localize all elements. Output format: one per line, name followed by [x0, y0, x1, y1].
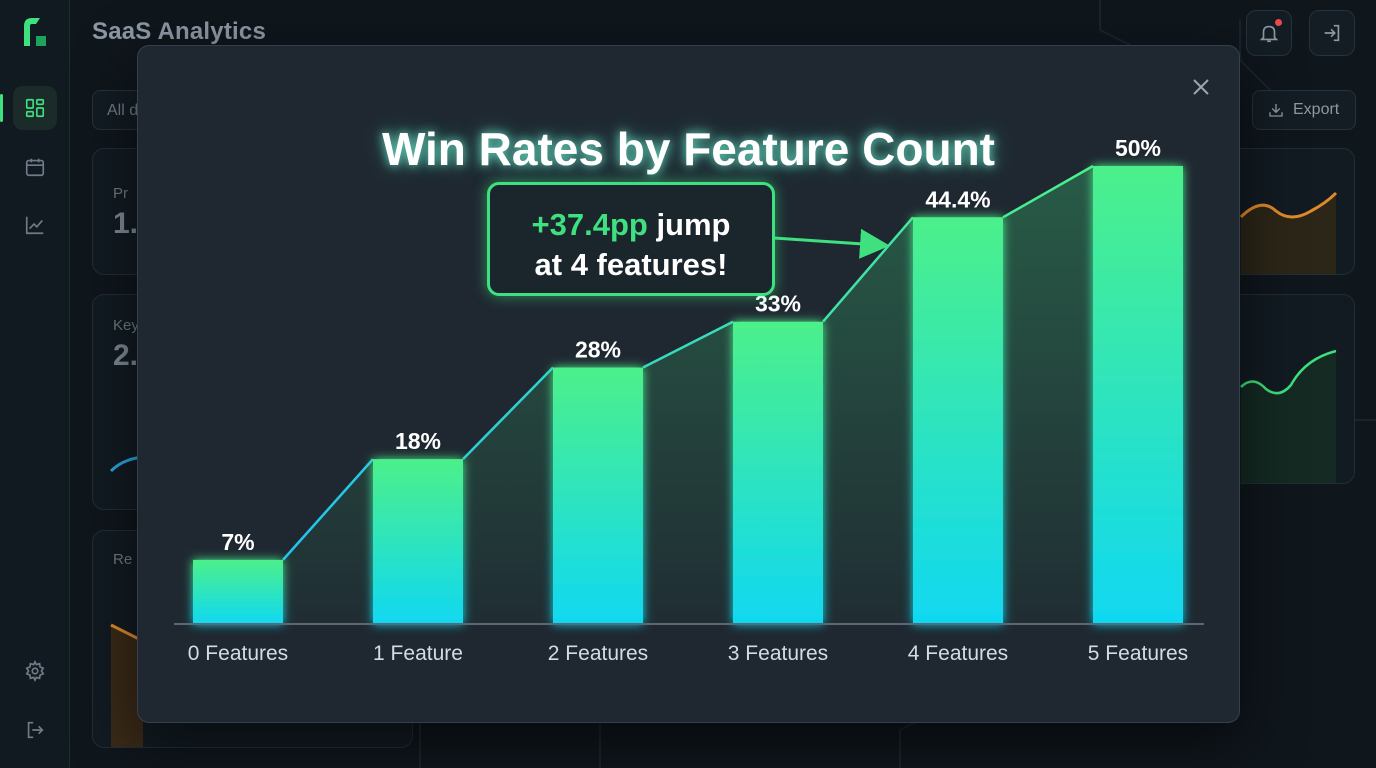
bar [553, 367, 643, 624]
x-tick-label: 4 Features [908, 642, 1008, 665]
card-label: Key [113, 317, 139, 334]
close-button[interactable] [1188, 74, 1214, 100]
notification-badge-dot [1275, 19, 1282, 26]
card-area-chart [1240, 349, 1337, 483]
bar-value-label: 50% [1115, 135, 1161, 161]
bar [193, 559, 283, 624]
bell-icon [1259, 25, 1279, 43]
export-label: Export [1293, 101, 1340, 118]
bar-value-label: 28% [575, 337, 621, 363]
sidebar-item-dashboard[interactable] [0, 86, 57, 130]
sidebar-item-logout[interactable] [13, 708, 57, 752]
logout-button[interactable] [1309, 10, 1355, 56]
card-value: 2. [113, 339, 139, 372]
logout-icon [1324, 24, 1340, 42]
card-label: Re [113, 551, 133, 568]
dashboard-grid-icon [25, 98, 45, 118]
bar-value-label: 18% [395, 428, 441, 454]
sidebar-item-calendar[interactable] [13, 145, 57, 189]
card-label: Pr [113, 185, 128, 202]
bar-value-label: 44.4% [925, 186, 990, 212]
notifications-button[interactable] [1246, 10, 1292, 56]
bar [373, 459, 463, 624]
bar [733, 321, 823, 624]
bar [1093, 166, 1183, 624]
app-title: SaaS Analytics [92, 18, 266, 45]
callout-text-2: at 4 features! [534, 247, 728, 282]
trend-chart-icon [25, 216, 44, 235]
callout-highlight: +37.4pp [531, 207, 648, 242]
trend-line [282, 164, 1094, 561]
metric-card [1230, 294, 1355, 484]
callout-annotation: +37.4pp jump at 4 features! [487, 182, 775, 296]
gear-icon [25, 660, 45, 682]
modal-title: Win Rates by Feature Count [382, 123, 995, 175]
x-tick-label: 3 Features [728, 642, 828, 665]
x-tick-label: 2 Features [548, 642, 648, 665]
download-icon [1269, 104, 1283, 117]
app-logo [20, 16, 50, 48]
callout-arrow [773, 228, 890, 259]
export-button[interactable]: Export [1252, 90, 1356, 130]
metric-card [1230, 148, 1355, 275]
bar-value-label: 7% [221, 529, 254, 555]
card-value: 1. [113, 207, 139, 240]
bar [913, 217, 1003, 624]
card-area-chart [1239, 191, 1338, 274]
sidebar-item-reports[interactable] [13, 203, 57, 247]
sidebar-item-settings[interactable] [13, 649, 57, 693]
chart-modal: Win Rates by Feature Count [137, 45, 1240, 723]
x-tick-label: 1 Feature [373, 642, 463, 665]
callout-text-1: jump [656, 207, 731, 242]
close-icon [1193, 79, 1209, 95]
x-tick-label: 5 Features [1088, 642, 1188, 665]
calendar-icon [25, 158, 45, 177]
sidebar [0, 0, 70, 768]
logout-icon [27, 721, 44, 739]
x-tick-label: 0 Features [188, 642, 288, 665]
